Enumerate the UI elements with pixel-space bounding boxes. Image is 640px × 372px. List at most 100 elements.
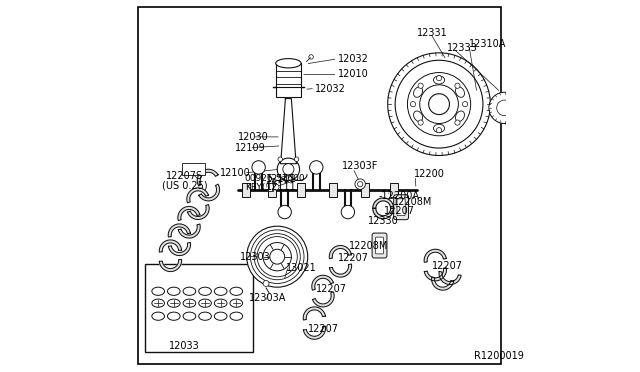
Polygon shape (424, 249, 446, 262)
Bar (182, 163, 205, 175)
Polygon shape (303, 307, 325, 320)
Circle shape (246, 226, 308, 287)
Ellipse shape (433, 76, 445, 84)
Circle shape (395, 60, 483, 148)
Text: KEY(1): KEY(1) (245, 183, 275, 192)
FancyBboxPatch shape (397, 199, 405, 216)
Circle shape (455, 120, 460, 125)
Polygon shape (330, 246, 351, 259)
Circle shape (388, 53, 490, 155)
Bar (145, 264, 253, 352)
Circle shape (524, 89, 529, 94)
Circle shape (309, 55, 314, 59)
Text: (US 0.25): (US 0.25) (162, 180, 207, 190)
Polygon shape (330, 264, 351, 277)
Text: 12330: 12330 (369, 216, 399, 225)
Text: -12200A: -12200A (379, 192, 420, 201)
Text: 12207: 12207 (338, 253, 369, 263)
Circle shape (278, 205, 291, 219)
Polygon shape (439, 272, 461, 285)
Circle shape (250, 230, 304, 283)
Text: 12208M: 12208M (349, 241, 388, 250)
Polygon shape (424, 268, 447, 281)
Bar (268, 183, 273, 191)
Text: 12032: 12032 (337, 54, 369, 64)
Polygon shape (280, 99, 296, 164)
Circle shape (355, 179, 365, 189)
Circle shape (273, 184, 279, 190)
Ellipse shape (433, 124, 445, 132)
Ellipse shape (456, 111, 465, 122)
Circle shape (252, 161, 266, 174)
Text: 12310A: 12310A (468, 39, 506, 49)
Text: 12033: 12033 (169, 341, 200, 351)
Bar (241, 183, 250, 197)
Circle shape (408, 73, 470, 136)
Text: 12100: 12100 (220, 168, 250, 178)
Circle shape (497, 100, 513, 116)
Circle shape (341, 205, 355, 219)
Text: 12208M: 12208M (392, 198, 432, 207)
Polygon shape (187, 188, 209, 203)
Ellipse shape (413, 111, 422, 122)
Circle shape (278, 157, 282, 161)
Bar (360, 183, 369, 197)
Circle shape (410, 102, 415, 107)
Text: 12010: 12010 (337, 70, 368, 79)
Text: 12200: 12200 (413, 169, 445, 179)
Text: 12207: 12207 (431, 261, 463, 271)
Circle shape (294, 157, 299, 161)
Text: 12207: 12207 (384, 206, 415, 216)
Text: 12030: 12030 (238, 132, 269, 142)
FancyBboxPatch shape (394, 195, 408, 219)
Text: 12303A: 12303A (250, 293, 287, 302)
Circle shape (257, 237, 298, 277)
Text: 12207S: 12207S (166, 171, 203, 180)
Circle shape (429, 94, 449, 115)
Circle shape (263, 243, 291, 271)
Text: 13021: 13021 (286, 263, 317, 273)
Circle shape (489, 92, 520, 124)
Circle shape (418, 83, 423, 89)
Circle shape (254, 234, 300, 280)
Polygon shape (431, 277, 454, 290)
Bar (298, 183, 305, 197)
Text: 12207: 12207 (308, 324, 339, 334)
Text: 12207: 12207 (316, 284, 348, 294)
Circle shape (358, 182, 363, 187)
Circle shape (418, 120, 423, 125)
Bar (276, 63, 301, 97)
Polygon shape (188, 205, 209, 219)
Circle shape (310, 161, 323, 174)
Polygon shape (168, 224, 190, 237)
Circle shape (436, 76, 442, 81)
Circle shape (283, 164, 294, 175)
Polygon shape (197, 169, 218, 186)
Text: 00926-51600: 00926-51600 (245, 174, 305, 183)
Circle shape (436, 128, 442, 133)
Polygon shape (303, 326, 326, 339)
Text: R1200019: R1200019 (474, 352, 524, 361)
Circle shape (463, 102, 468, 107)
Polygon shape (373, 208, 394, 219)
Text: 12333: 12333 (447, 44, 477, 53)
Text: 12111: 12111 (266, 182, 296, 192)
Polygon shape (373, 198, 394, 208)
Polygon shape (312, 275, 333, 290)
Polygon shape (312, 292, 334, 307)
Circle shape (263, 280, 269, 286)
Text: 12303F: 12303F (342, 161, 379, 170)
FancyBboxPatch shape (372, 233, 387, 258)
Text: 12111: 12111 (266, 174, 296, 183)
Polygon shape (179, 224, 200, 238)
Polygon shape (159, 259, 182, 272)
Ellipse shape (456, 87, 465, 97)
FancyBboxPatch shape (376, 237, 383, 254)
Polygon shape (199, 184, 220, 201)
Text: 12303: 12303 (240, 252, 271, 262)
Ellipse shape (413, 87, 422, 97)
Polygon shape (168, 243, 191, 256)
Bar (329, 183, 337, 197)
Polygon shape (178, 206, 200, 221)
Circle shape (277, 158, 300, 180)
